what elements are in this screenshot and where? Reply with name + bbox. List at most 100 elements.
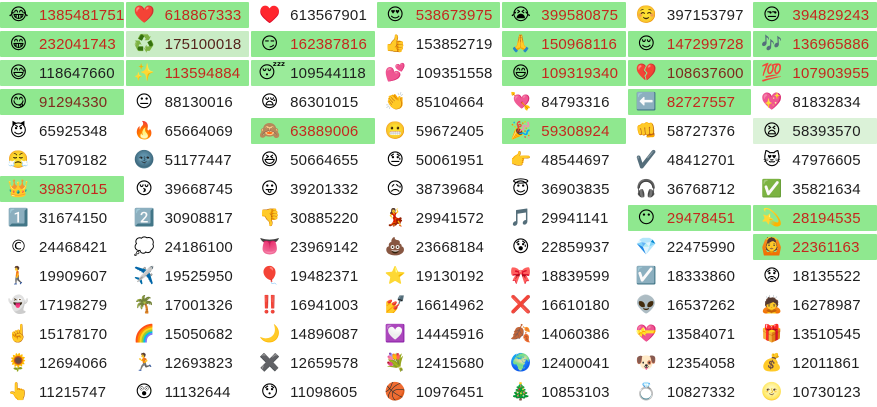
- emoji-counter-cell[interactable]: 😆 50664655: [251, 147, 375, 173]
- emoji-counter-cell[interactable]: 🎁 13510545: [753, 321, 877, 347]
- emoji-counter-cell[interactable]: 🙈 63889006: [251, 118, 375, 144]
- emoji-counter-cell[interactable]: 😐 88130016: [125, 89, 250, 115]
- emoji-counter-cell[interactable]: 😯 11098605: [251, 379, 375, 405]
- emoji-counter-cell[interactable]: 🐶 12354058: [627, 350, 752, 376]
- emoji-counter-cell[interactable]: 🎶 136965886: [753, 31, 877, 57]
- emoji-count: 12400041: [541, 354, 610, 372]
- emoji-counter-cell[interactable]: 😁 232041743: [0, 31, 124, 57]
- emoji-counter-cell[interactable]: 😛 39201332: [251, 176, 375, 202]
- emoji-counter-cell[interactable]: 💰 12011861: [753, 350, 877, 376]
- emoji-counter-cell[interactable]: 😰 22859937: [502, 234, 626, 260]
- emoji-counter-cell[interactable]: 💟 14445916: [376, 321, 501, 347]
- emoji-counter-cell[interactable]: 😈 65925348: [0, 118, 124, 144]
- emoji-counter-cell[interactable]: 😌 147299728: [627, 31, 752, 57]
- emoji-counter-cell[interactable]: 💯 107903955: [753, 60, 877, 86]
- emoji-counter-cell[interactable]: 😲 11132644: [125, 379, 250, 405]
- emoji-counter-cell[interactable]: 😫 58393570: [753, 118, 877, 144]
- emoji-counter-cell[interactable]: 😒 394829243: [753, 2, 877, 28]
- emoji-counter-cell[interactable]: 🚶 19909607: [0, 263, 124, 289]
- emoji-counter-cell[interactable]: 👽 16537262: [627, 292, 752, 318]
- emoji-counter-cell[interactable]: 👆 11215747: [0, 379, 124, 405]
- emoji-counter-cell[interactable]: ⭐ 19130192: [376, 263, 501, 289]
- emoji-counter-cell[interactable]: 🌴 17001326: [125, 292, 250, 318]
- emoji-counter-cell[interactable]: 😻 47976605: [753, 147, 877, 173]
- emoji-counter-cell[interactable]: 💍 10827332: [627, 379, 752, 405]
- emoji-counter-cell[interactable]: 💝 13584071: [627, 321, 752, 347]
- emoji-counter-cell[interactable]: 🌚 51177447: [125, 147, 250, 173]
- emoji-counter-cell[interactable]: 😭 399580875: [502, 2, 626, 28]
- emoji-counter-cell[interactable]: 🔥 65664069: [125, 118, 250, 144]
- emoji-counter-cell[interactable]: ♻️ 175100018: [125, 31, 250, 57]
- emoji-counter-cell[interactable]: 😓 50061951: [376, 147, 501, 173]
- emoji-counter-cell[interactable]: ✖️ 12659578: [251, 350, 375, 376]
- emoji-counter-cell[interactable]: 🎧 36768712: [627, 176, 752, 202]
- emoji-counter-cell[interactable]: ⬅️ 82727557: [627, 89, 752, 115]
- emoji-counter-cell[interactable]: 🌻 12694066: [0, 350, 124, 376]
- emoji-counter-cell[interactable]: 👑 39837015: [0, 176, 124, 202]
- emoji-counter-cell[interactable]: 👊 58727376: [627, 118, 752, 144]
- emoji-counter-cell[interactable]: 🌙 14896087: [251, 321, 375, 347]
- emoji-counter-cell[interactable]: ✅ 35821634: [753, 176, 877, 202]
- emoji-counter-cell[interactable]: ✈️ 19525950: [125, 263, 250, 289]
- emoji-counter-cell[interactable]: 😇 36903835: [502, 176, 626, 202]
- emoji-counter-cell[interactable]: 💫 28194535: [753, 205, 877, 231]
- emoji-counter-cell[interactable]: 💭 24186100: [125, 234, 250, 260]
- emoji-counter-cell[interactable]: 😪 86301015: [251, 89, 375, 115]
- emoji-counter-cell[interactable]: 😅 118647660: [0, 60, 124, 86]
- emoji-counter-cell[interactable]: 🎀 18839599: [502, 263, 626, 289]
- emoji-counter-cell[interactable]: 1️⃣ 31674150: [0, 205, 124, 231]
- emoji-counter-cell[interactable]: 🏃 12693823: [125, 350, 250, 376]
- emoji-counter-cell[interactable]: 😥 38739684: [376, 176, 501, 202]
- emoji-counter-cell[interactable]: 😤 51709182: [0, 147, 124, 173]
- emoji-counter-cell[interactable]: ✨ 113594884: [125, 60, 250, 86]
- emoji-counter-cell[interactable]: 🌝 10730123: [753, 379, 877, 405]
- emoji-counter-cell[interactable]: 👉 48544697: [502, 147, 626, 173]
- emoji-counter-cell[interactable]: 🎉 59308924: [502, 118, 626, 144]
- emoji-counter-cell[interactable]: 😟 18135522: [753, 263, 877, 289]
- emoji-counter-cell[interactable]: 🙏 150968116: [502, 31, 626, 57]
- emoji-counter-cell[interactable]: 👍 153852719: [376, 31, 501, 57]
- emoji-counter-cell[interactable]: 😂 1385481751: [0, 2, 124, 28]
- emoji-counter-cell[interactable]: 🎄 10853103: [502, 379, 626, 405]
- emoji-counter-cell[interactable]: ✔️ 48412701: [627, 147, 752, 173]
- emoji-counter-cell[interactable]: 🙆 22361163: [753, 234, 877, 260]
- emoji-counter-cell[interactable]: 😶 29478451: [627, 205, 752, 231]
- emoji-counter-cell[interactable]: ♥️ 613567901: [251, 2, 375, 28]
- emoji-counter-cell[interactable]: 💎 22475990: [627, 234, 752, 260]
- emoji-count: 162387816: [290, 35, 368, 53]
- emoji-counter-cell[interactable]: 🌈 15050682: [125, 321, 250, 347]
- emoji-counter-cell[interactable]: 💐 12415680: [376, 350, 501, 376]
- emoji-counter-cell[interactable]: 😏 162387816: [251, 31, 375, 57]
- emoji-counter-cell[interactable]: 🏀 10976451: [376, 379, 501, 405]
- emoji-counter-cell[interactable]: 💃 29941572: [376, 205, 501, 231]
- emoji-counter-cell[interactable]: 🍂 14060386: [502, 321, 626, 347]
- emoji-counter-cell[interactable]: 😄 109319340: [502, 60, 626, 86]
- emoji-counter-cell[interactable]: 🎈 19482371: [251, 263, 375, 289]
- emoji-counter-cell[interactable]: 👏 85104664: [376, 89, 501, 115]
- emoji-counter-cell[interactable]: ❌ 16610180: [502, 292, 626, 318]
- emoji-counter-cell[interactable]: 👎 30885220: [251, 205, 375, 231]
- emoji-counter-cell[interactable]: ☝️ 15178170: [0, 321, 124, 347]
- emoji-counter-cell[interactable]: 💔 108637600: [627, 60, 752, 86]
- emoji-counter-cell[interactable]: 💩 23668184: [376, 234, 501, 260]
- emoji-counter-cell[interactable]: 2️⃣ 30908817: [125, 205, 250, 231]
- emoji-counter-cell[interactable]: 😚 39668745: [125, 176, 250, 202]
- emoji-counter-cell[interactable]: ☺️ 397153797: [627, 2, 752, 28]
- emoji-counter-cell[interactable]: 🎵 29941141: [502, 205, 626, 231]
- emoji-counter-cell[interactable]: 💕 109351558: [376, 60, 501, 86]
- emoji-counter-cell[interactable]: ‼️ 16941003: [251, 292, 375, 318]
- emoji-counter-cell[interactable]: 👅 23969142: [251, 234, 375, 260]
- emoji-counter-cell[interactable]: 😴 109544118: [251, 60, 375, 86]
- emoji-counter-cell[interactable]: 🌍 12400041: [502, 350, 626, 376]
- emoji-counter-cell[interactable]: 👻 17198279: [0, 292, 124, 318]
- emoji-counter-cell[interactable]: 💅 16614962: [376, 292, 501, 318]
- emoji-counter-cell[interactable]: 😋 91294330: [0, 89, 124, 115]
- emoji-counter-cell[interactable]: 🙇 16278987: [753, 292, 877, 318]
- emoji-counter-cell[interactable]: 😬 59672405: [376, 118, 501, 144]
- emoji-counter-cell[interactable]: 💘 84793316: [502, 89, 626, 115]
- emoji-counter-cell[interactable]: ☑️ 18333860: [627, 263, 752, 289]
- emoji-counter-cell[interactable]: 💖 81832834: [753, 89, 877, 115]
- emoji-counter-cell[interactable]: 😍 538673975: [376, 2, 501, 28]
- emoji-counter-cell[interactable]: © 24468421: [0, 234, 124, 260]
- emoji-counter-cell[interactable]: ❤️ 618867333: [125, 2, 250, 28]
